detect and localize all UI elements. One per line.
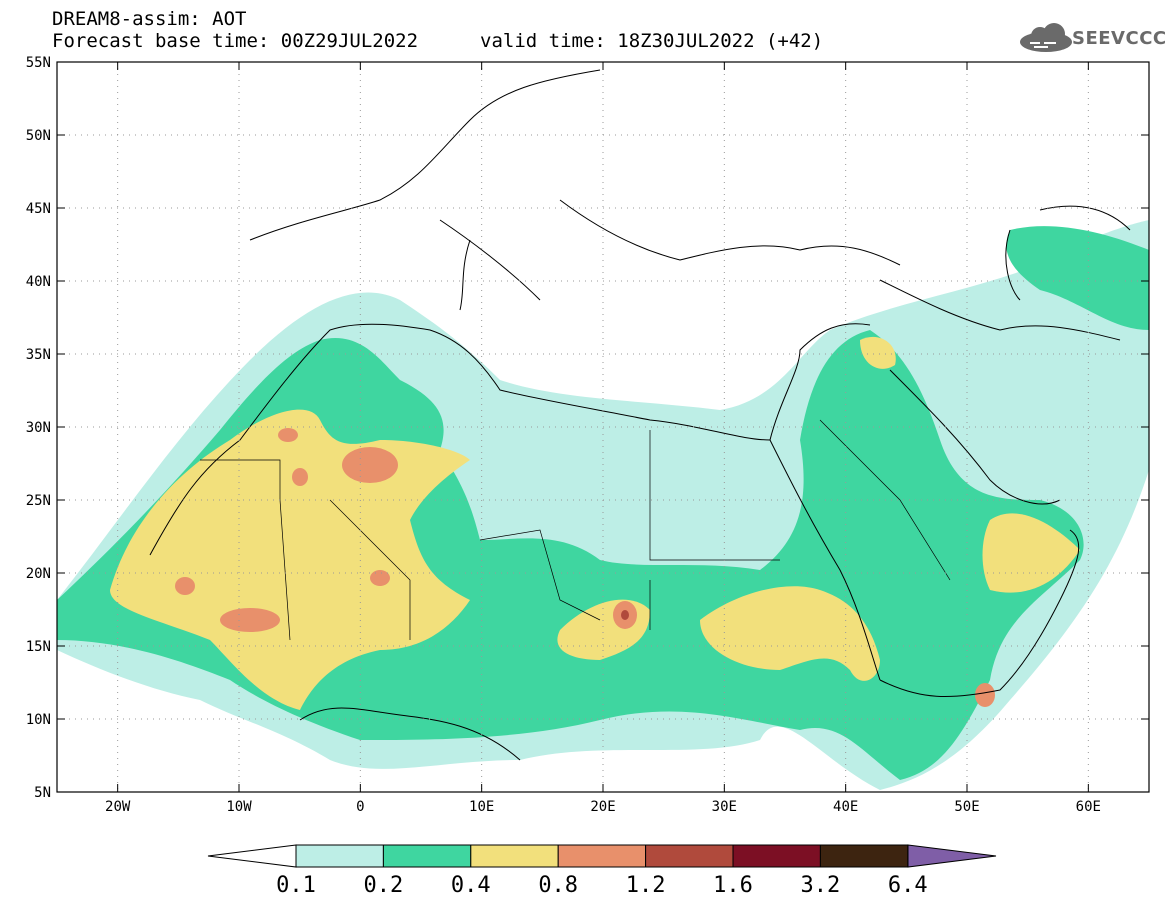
- aot-region-high: [700, 586, 880, 681]
- colorbar-label: 1.2: [626, 873, 666, 898]
- lon-tick-label: 50E: [954, 799, 979, 815]
- colorbar-label: 1.6: [713, 873, 753, 898]
- colorbar-label: 0.8: [538, 873, 578, 898]
- map-title: DREAM8-assim: AOT: [52, 8, 247, 30]
- graticule: [57, 62, 1149, 792]
- lon-tick-label: 20E: [590, 799, 615, 815]
- colorbar-left-arrow: [207, 844, 297, 868]
- aot-region-high: [860, 336, 896, 369]
- lat-tick-label: 5N: [34, 785, 51, 801]
- lon-tick-label: 30E: [712, 799, 737, 815]
- lat-tick-label: 20N: [26, 566, 51, 582]
- colorbar-swatch: [382, 844, 472, 868]
- colorbar-label: 6.4: [888, 873, 928, 898]
- aot-region-very-high: [342, 447, 398, 483]
- lat-tick-label: 45N: [26, 201, 51, 217]
- coastlines: [149, 69, 1131, 761]
- aot-field: [57, 69, 1149, 790]
- country-borders: [200, 419, 951, 641]
- colorbar-swatch: [557, 844, 647, 868]
- aot-region-very-high: [278, 428, 298, 442]
- map-ticks: [57, 61, 1149, 793]
- colorbar-swatch: [645, 844, 734, 868]
- colorbar-label: 0.2: [364, 873, 404, 898]
- colorbar-swatch: [295, 844, 384, 868]
- lon-tick-label: 40E: [833, 799, 858, 815]
- lon-labels: 20W 10W 0 10E 20E 30E 40E 50E 60E: [105, 799, 1101, 815]
- aot-region-very-high: [975, 683, 995, 707]
- colorbar-label: 0.1: [276, 873, 316, 898]
- aot-region-high: [110, 409, 470, 710]
- aot-region-extreme: [621, 610, 629, 620]
- aot-region-very-high: [292, 468, 308, 486]
- lat-tick-label: 10N: [26, 712, 51, 728]
- aot-region-high: [982, 513, 1080, 593]
- aot-region-very-high: [370, 570, 390, 586]
- cloud-logo-icon: [1020, 23, 1072, 52]
- lat-tick-label: 25N: [26, 493, 51, 509]
- colorbar-swatch: [470, 844, 559, 868]
- lon-tick-label: 0: [356, 799, 364, 815]
- lat-tick-label: 40N: [26, 274, 51, 290]
- lat-tick-label: 55N: [26, 55, 51, 71]
- lat-tick-label: 35N: [26, 347, 51, 363]
- lat-tick-label: 15N: [26, 639, 51, 655]
- lat-tick-label: 30N: [26, 420, 51, 436]
- valid-time: valid time: 18Z30JUL2022 (+42): [480, 30, 824, 52]
- logo-text: SEEVCCC: [1072, 28, 1165, 49]
- lon-tick-label: 20W: [105, 799, 131, 815]
- aot-region-very-high: [175, 577, 195, 595]
- lon-tick-label: 10E: [469, 799, 494, 815]
- aot-region-very-high: [220, 608, 280, 632]
- lat-labels: 55N 50N 45N 40N 35N 30N 25N 20N 15N 10N 5N: [26, 55, 51, 801]
- lat-tick-label: 50N: [26, 128, 51, 144]
- lon-tick-label: 60E: [1076, 799, 1101, 815]
- colorbar-swatch: [732, 844, 821, 868]
- aot-region-medium: [1006, 226, 1149, 330]
- lon-tick-label: 10W: [226, 799, 252, 815]
- colorbar-swatch: [819, 844, 909, 868]
- forecast-base-time: Forecast base time: 00Z29JUL2022: [52, 30, 419, 52]
- colorbar-label: 3.2: [801, 873, 841, 898]
- colorbar-right-arrow: [907, 844, 997, 868]
- colorbar-label: 0.4: [451, 873, 491, 898]
